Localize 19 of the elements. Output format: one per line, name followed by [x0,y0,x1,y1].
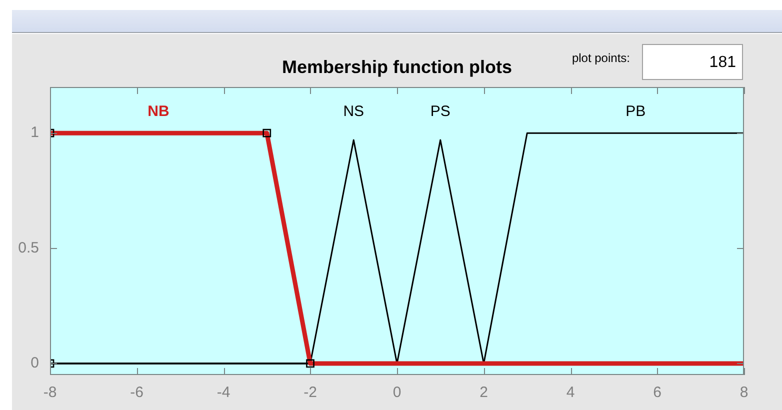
x-tick-label: 2 [480,384,488,402]
x-tick-label: 6 [653,384,662,402]
series-label: NS [343,103,364,120]
y-tick-label: 0.5 [18,239,39,256]
x-tick-label: 8 [740,384,748,402]
x-tick-label: -4 [216,384,230,402]
chart-title: Membership function plots [282,57,512,77]
series-label: NB [148,103,170,120]
y-tick-label: 0 [30,354,39,372]
x-tick-label: 0 [392,384,402,402]
y-tick-label: 1 [30,124,39,142]
text-field: 181 [642,44,743,80]
text: plot points: [572,51,630,66]
x-tick-label: 4 [566,384,575,402]
series-label: PS [430,103,450,120]
series-label: PB [626,103,646,120]
x-tick-label: -8 [43,384,57,402]
x-tick-label: -2 [304,384,317,402]
x-tick-label: -6 [130,384,144,402]
